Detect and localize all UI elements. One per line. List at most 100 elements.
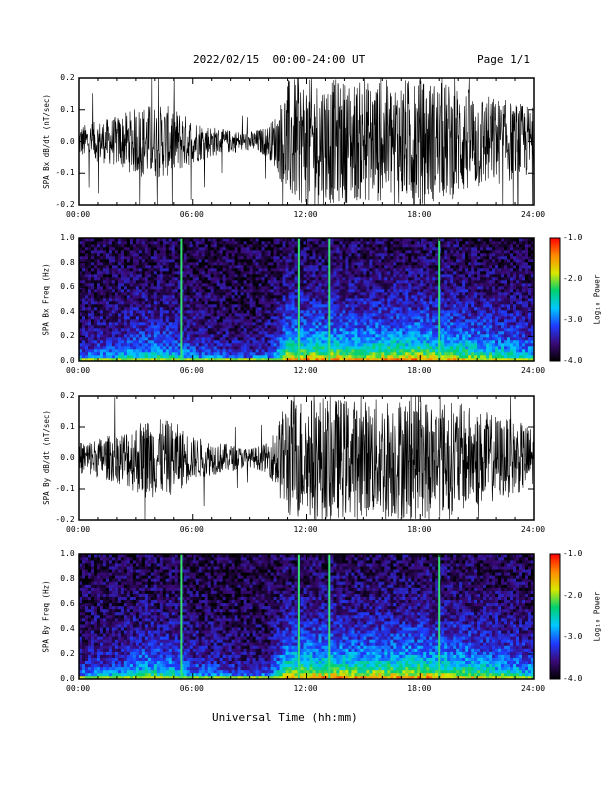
- spectrogram-cell: [312, 322, 316, 326]
- spectrogram-cell: [336, 292, 340, 296]
- spectrogram-cell: [123, 253, 128, 257]
- spectrogram-cell: [117, 283, 122, 287]
- spectrogram-cell: [210, 313, 214, 317]
- spectrogram-cell: [162, 265, 167, 269]
- spectrogram-cell: [411, 328, 415, 332]
- spectrogram-cell: [420, 292, 424, 296]
- spectrogram-cell: [306, 244, 310, 248]
- spectrogram-cell: [321, 319, 325, 323]
- spectrogram-cell: [288, 292, 292, 296]
- spectrogram-cell: [339, 244, 343, 248]
- spectrogram-cell: [399, 289, 403, 293]
- spectrogram-cell: [87, 262, 92, 266]
- spectrogram-cell: [147, 310, 152, 314]
- spectrogram-cell: [231, 274, 235, 278]
- spectrogram-cell: [396, 316, 400, 320]
- spectrogram-cell: [405, 310, 409, 314]
- spectrogram-cell: [108, 259, 113, 263]
- spectrogram-cell: [261, 298, 265, 302]
- spectrogram-cell: [96, 244, 101, 248]
- spectrogram-cell: [321, 256, 325, 260]
- spectrogram-cell: [183, 271, 188, 275]
- x-tick-label: 24:00: [521, 210, 546, 219]
- spectrogram-cell: [240, 262, 244, 266]
- spectrogram-cell: [258, 262, 262, 266]
- spectrogram-cell: [330, 307, 334, 311]
- spectrogram-cell: [123, 289, 128, 293]
- spectrogram-cell: [159, 271, 164, 275]
- spectrogram-cell: [378, 346, 382, 350]
- spectrogram-cell: [108, 256, 113, 260]
- spectrogram-cell: [258, 268, 262, 272]
- spectrogram-cell: [165, 352, 170, 356]
- spectrogram-cell: [207, 283, 212, 287]
- spectrogram-cell: [171, 247, 176, 251]
- spectrogram-cell: [342, 355, 346, 359]
- spectrogram-cell: [279, 295, 283, 299]
- spectrogram-cell: [126, 250, 131, 254]
- spectrogram-cell: [330, 295, 334, 299]
- spectrogram-cell: [171, 298, 176, 302]
- spectrogram-cell: [354, 352, 358, 356]
- spectrogram-cell: [390, 334, 394, 338]
- spectrogram-cell: [180, 238, 185, 242]
- spectrogram-cell: [105, 310, 110, 314]
- spectrogram-cell: [90, 286, 95, 290]
- spectrogram-cell: [261, 286, 265, 290]
- spectrogram-cell: [81, 250, 86, 254]
- spectrogram-cell: [79, 289, 83, 293]
- spectrogram-cell: [345, 358, 349, 362]
- spectrogram-cell: [201, 292, 206, 296]
- spectrogram-cell: [390, 241, 394, 245]
- spectrogram-cell: [414, 286, 418, 290]
- spectrogram-cell: [393, 262, 397, 266]
- spectrogram-cell: [291, 352, 295, 356]
- spectrogram-cell: [171, 250, 176, 254]
- spectrogram-cell: [303, 340, 307, 344]
- spectrogram-cell: [372, 340, 376, 344]
- spectrogram-cell: [210, 250, 214, 254]
- spectrogram-cell: [156, 259, 161, 263]
- spectrogram-cell: [168, 340, 173, 344]
- spectrogram-cell: [273, 274, 277, 278]
- spectrogram-cell: [303, 274, 307, 278]
- spectrogram-cell: [261, 346, 265, 350]
- spectrogram-cell: [342, 271, 346, 275]
- spectrogram-cell: [306, 253, 310, 257]
- spectrogram-cell: [114, 277, 119, 281]
- spectrogram-cell: [174, 244, 179, 248]
- spectrogram-cell: [129, 265, 134, 269]
- spectrogram-cell: [189, 268, 194, 272]
- spectrogram-cell: [435, 349, 439, 353]
- spectrogram-cell: [252, 355, 256, 359]
- spectrogram-cell: [204, 244, 209, 248]
- spectrogram-cell: [183, 247, 188, 251]
- spectrogram-cell: [408, 277, 412, 281]
- spectrogram-cell: [249, 298, 253, 302]
- spectrogram-cell: [186, 238, 191, 242]
- spectrogram-cell: [258, 346, 262, 350]
- spectrogram-cell: [237, 316, 241, 320]
- spectrogram-cell: [153, 334, 158, 338]
- spectrogram-cell: [183, 262, 188, 266]
- spectrogram-cell: [276, 238, 280, 242]
- spectrogram-cell: [339, 250, 343, 254]
- spectrogram-cell: [171, 343, 176, 347]
- spectrogram-cell: [345, 280, 349, 284]
- spectrogram-cell: [222, 328, 226, 332]
- spectrogram-cell: [147, 271, 152, 275]
- spectrogram-cell: [150, 265, 155, 269]
- spectrogram-cell: [432, 340, 436, 344]
- spectrogram-cell: [318, 319, 322, 323]
- spectrogram-cell: [129, 316, 134, 320]
- spectrogram-cell: [300, 352, 304, 356]
- spectrogram-cell: [204, 292, 209, 296]
- spectrogram-cell: [399, 241, 403, 245]
- spectrogram-cell: [237, 328, 241, 332]
- spectrogram-cell: [210, 358, 214, 362]
- spectrogram-cell: [435, 271, 439, 275]
- spectrogram-cell: [231, 310, 235, 314]
- spectrogram-cell: [195, 292, 200, 296]
- spectrogram-cell: [342, 274, 346, 278]
- spectrogram-cell: [381, 283, 385, 287]
